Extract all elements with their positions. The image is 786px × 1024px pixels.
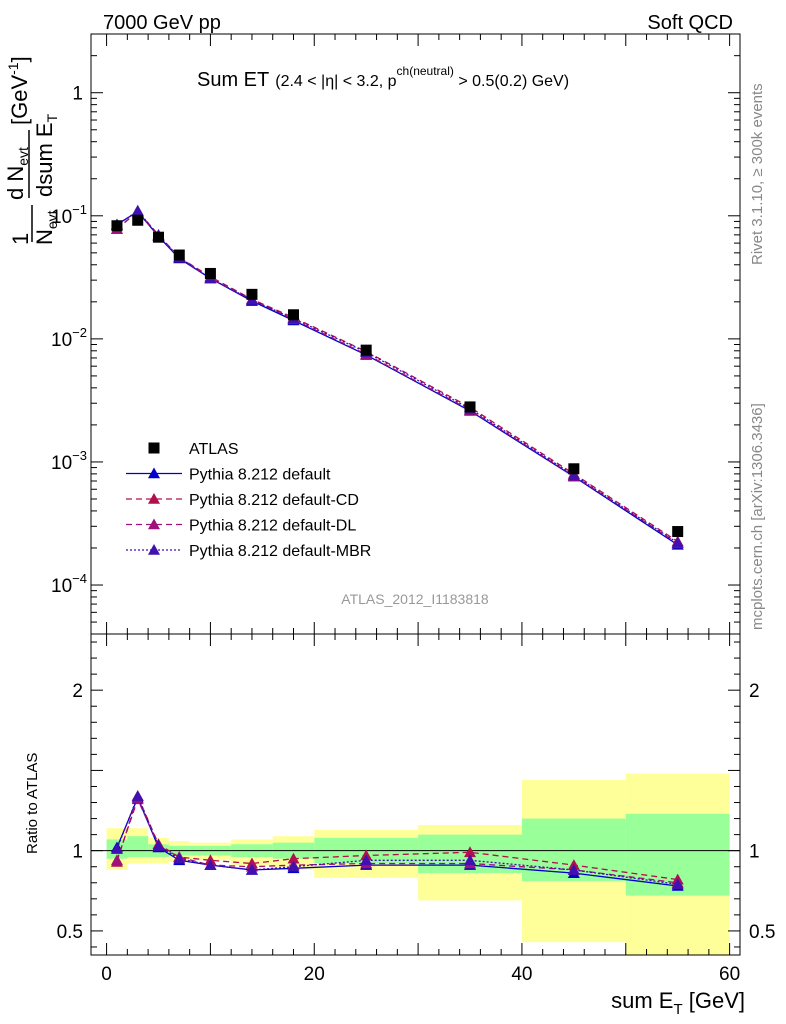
ratio-point-mbr bbox=[245, 863, 258, 875]
main-point-atlas bbox=[111, 220, 123, 232]
ratio-point-mbr bbox=[110, 843, 123, 854]
ratio-ytick-label-right: 2 bbox=[749, 681, 760, 702]
ratio-ylabel: Ratio to ATLAS bbox=[24, 753, 41, 854]
legend-marker-default bbox=[148, 467, 160, 479]
legend-label-atlas: ATLAS bbox=[189, 441, 239, 458]
main-ylabel: 1 Nevt d Nevt dsum ET [GeV-1] bbox=[3, 56, 60, 245]
ratio-point-mbr bbox=[131, 790, 144, 801]
title-sub: (2.4 < |η| < 3.2, p bbox=[275, 73, 396, 90]
title-end: > 0.5(0.2) GeV) bbox=[454, 73, 569, 90]
ratio-ytick-label-left: 2 bbox=[72, 681, 83, 702]
ratio-point-mbr bbox=[152, 839, 165, 851]
main-point-atlas bbox=[204, 267, 216, 279]
ratio-point-mbr bbox=[287, 860, 300, 872]
ratio-point-mbr bbox=[671, 878, 684, 890]
main-point-atlas bbox=[246, 288, 258, 300]
legend-label-mbr: Pythia 8.212 default-MBR bbox=[189, 543, 371, 560]
ratio-line-cd bbox=[116, 794, 678, 881]
svg-text:dsum ET: dsum ET bbox=[32, 113, 60, 197]
ratio-frame bbox=[90, 633, 741, 956]
legend-label-dl: Pythia 8.212 default-DL bbox=[189, 518, 356, 535]
rivet-label: Rivet 3.1.10, ≥ 300k events bbox=[749, 83, 766, 265]
main-ytick-label: 10−3 bbox=[51, 448, 87, 474]
main-ytick-label: 10−2 bbox=[51, 325, 87, 351]
main-point-mbr bbox=[567, 469, 580, 481]
ratio-ytick-label-left: 1 bbox=[72, 842, 83, 863]
legend-marker-atlas bbox=[148, 442, 160, 454]
svg-text:d Nevt: d Nevt bbox=[3, 147, 31, 200]
ratio-point-mbr bbox=[173, 852, 186, 864]
main-point-atlas bbox=[132, 214, 144, 226]
main-point-atlas bbox=[360, 344, 372, 356]
ratio-point-mbr bbox=[567, 863, 580, 875]
xlabel: sum ET [GeV] bbox=[611, 988, 745, 1018]
ratio-point-cd bbox=[464, 846, 477, 858]
watermark: ATLAS_2012_I1183818 bbox=[341, 591, 489, 607]
ratio-xtick-label: 60 bbox=[719, 964, 740, 985]
ratio-xtick-label: 20 bbox=[304, 964, 325, 985]
svg-text:[GeV-1]: [GeV-1] bbox=[5, 56, 32, 125]
ratio-ytick-label-right: 1 bbox=[749, 842, 760, 863]
main-title: Sum ET (2.4 < |η| < 3.2, pch(neutral) > 0… bbox=[197, 64, 569, 91]
main-point-atlas bbox=[173, 249, 185, 261]
main-point-atlas bbox=[672, 526, 684, 538]
main-point-atlas bbox=[568, 463, 580, 475]
ratio-point-dl bbox=[110, 854, 123, 866]
ratio-ytick-label-right: 0.5 bbox=[749, 922, 775, 943]
svg-text:1: 1 bbox=[8, 233, 33, 245]
ratio-point-cd bbox=[287, 852, 300, 864]
ratio-point-mbr bbox=[360, 854, 373, 866]
title-main: Sum ET bbox=[197, 69, 269, 91]
legend-label-cd: Pythia 8.212 default-CD bbox=[189, 492, 359, 509]
ratio-plot: 0 20 40 60 0.5 0.5 1 1 2 2 bbox=[57, 634, 775, 985]
main-plot: 1 10−1 10−2 10−3 10−4 bbox=[51, 33, 740, 635]
main-ytick-label: 10−1 bbox=[51, 202, 87, 228]
legend-marker-cd bbox=[148, 493, 160, 504]
svg-text:Sum ET(2.4 < |η| < 3.2, pch(ne: Sum ET (2.4 < |η| < 3.2, pch(neutral) > 0… bbox=[197, 64, 569, 91]
legend-marker-dl bbox=[148, 518, 160, 530]
legend-marker-mbr bbox=[148, 544, 160, 555]
main-point-atlas bbox=[152, 231, 164, 243]
main-point-mbr bbox=[671, 536, 684, 548]
ratio-bands bbox=[106, 773, 730, 955]
ratio-xtick-label: 0 bbox=[101, 964, 112, 985]
title-sup: ch(neutral) bbox=[397, 64, 454, 78]
ratio-point-mbr bbox=[204, 859, 217, 870]
main-ytick-label: 10−4 bbox=[51, 571, 87, 597]
legend: ATLAS Pythia 8.212 default Pythia 8.212 de… bbox=[126, 441, 371, 560]
band-green-1 bbox=[127, 836, 149, 858]
ratio-xtick-label: 40 bbox=[511, 964, 532, 985]
main-ytick-label: 1 bbox=[72, 84, 83, 105]
header-left: 7000 GeV pp bbox=[103, 12, 221, 34]
header-right: Soft QCD bbox=[647, 12, 733, 34]
legend-label-default: Pythia 8.212 default bbox=[189, 467, 331, 484]
main-point-mbr bbox=[131, 204, 144, 216]
main-point-atlas bbox=[287, 309, 299, 321]
main-point-atlas bbox=[464, 401, 476, 413]
ratio-ytick-label-left: 0.5 bbox=[57, 922, 83, 943]
mcplots-label: mcplots.cern.ch [arXiv:1306.3436] bbox=[749, 403, 766, 630]
ratio-point-mbr bbox=[464, 854, 477, 866]
